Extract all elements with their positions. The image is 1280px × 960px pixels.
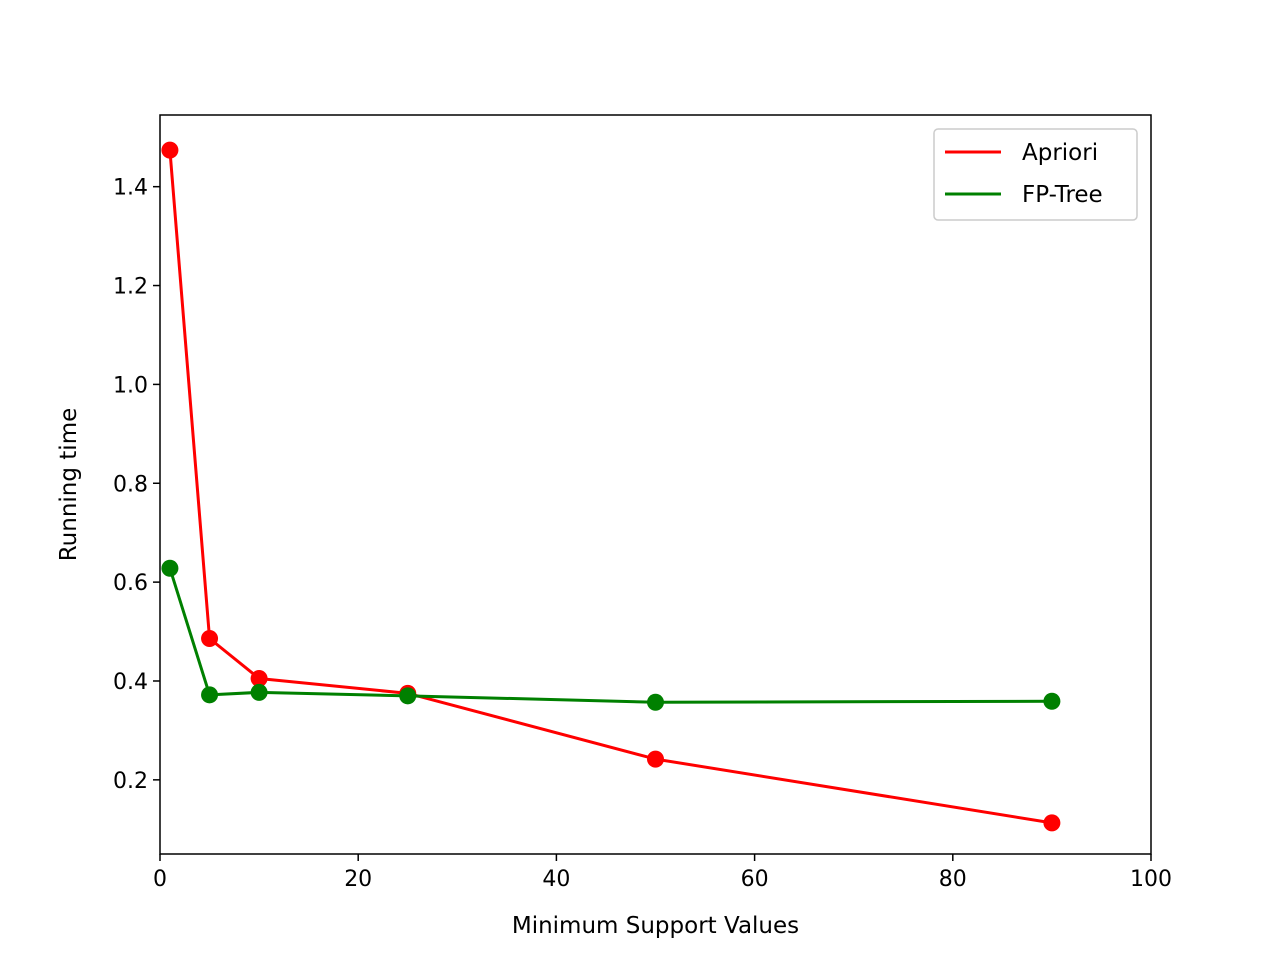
series-line-apriori — [168, 148, 1054, 825]
y-axis: 0.2 0.4 0.6 0.8 1.0 1.2 1.4 — [113, 176, 160, 794]
plot-frame — [159, 114, 1152, 855]
y-tick-label: 0.8 — [113, 472, 148, 497]
legend: Apriori FP-Tree — [933, 128, 1138, 221]
plot-data-layer — [161, 141, 1061, 832]
legend-label-fp-tree: FP-Tree — [1022, 182, 1103, 208]
data-point-fp-tree — [1043, 692, 1061, 710]
y-tick-label: 1.2 — [113, 275, 148, 300]
x-tick-label: 20 — [344, 867, 372, 892]
y-tick-label: 1.0 — [113, 373, 148, 398]
data-point-apriori — [161, 141, 179, 159]
x-axis-label: Minimum Support Values — [512, 913, 799, 939]
x-tick-label: 100 — [1130, 867, 1172, 892]
data-point-apriori — [250, 670, 268, 688]
data-point-apriori — [647, 750, 664, 768]
data-point-fp-tree — [647, 693, 664, 711]
data-point-fp-tree — [399, 687, 417, 705]
y-tick-label: 0.2 — [113, 769, 148, 794]
data-point-apriori — [201, 629, 219, 647]
series-line-fp-tree — [168, 566, 1054, 704]
x-axis: 0 20 40 60 80 100 — [153, 854, 1172, 892]
data-point-apriori — [1043, 814, 1061, 832]
y-axis-label: Running time — [56, 408, 82, 562]
data-point-fp-tree — [201, 686, 219, 704]
data-point-fp-tree — [250, 683, 268, 701]
x-tick-label: 80 — [939, 867, 967, 892]
y-tick-label: 0.4 — [113, 670, 148, 695]
y-tick-label: 1.4 — [113, 176, 148, 201]
y-tick-label: 0.6 — [113, 571, 148, 596]
data-point-fp-tree — [161, 559, 179, 577]
legend-label-apriori: Apriori — [1022, 140, 1098, 166]
x-tick-label: 60 — [741, 867, 769, 892]
x-tick-label: 0 — [153, 867, 167, 892]
x-tick-label: 40 — [542, 867, 570, 892]
